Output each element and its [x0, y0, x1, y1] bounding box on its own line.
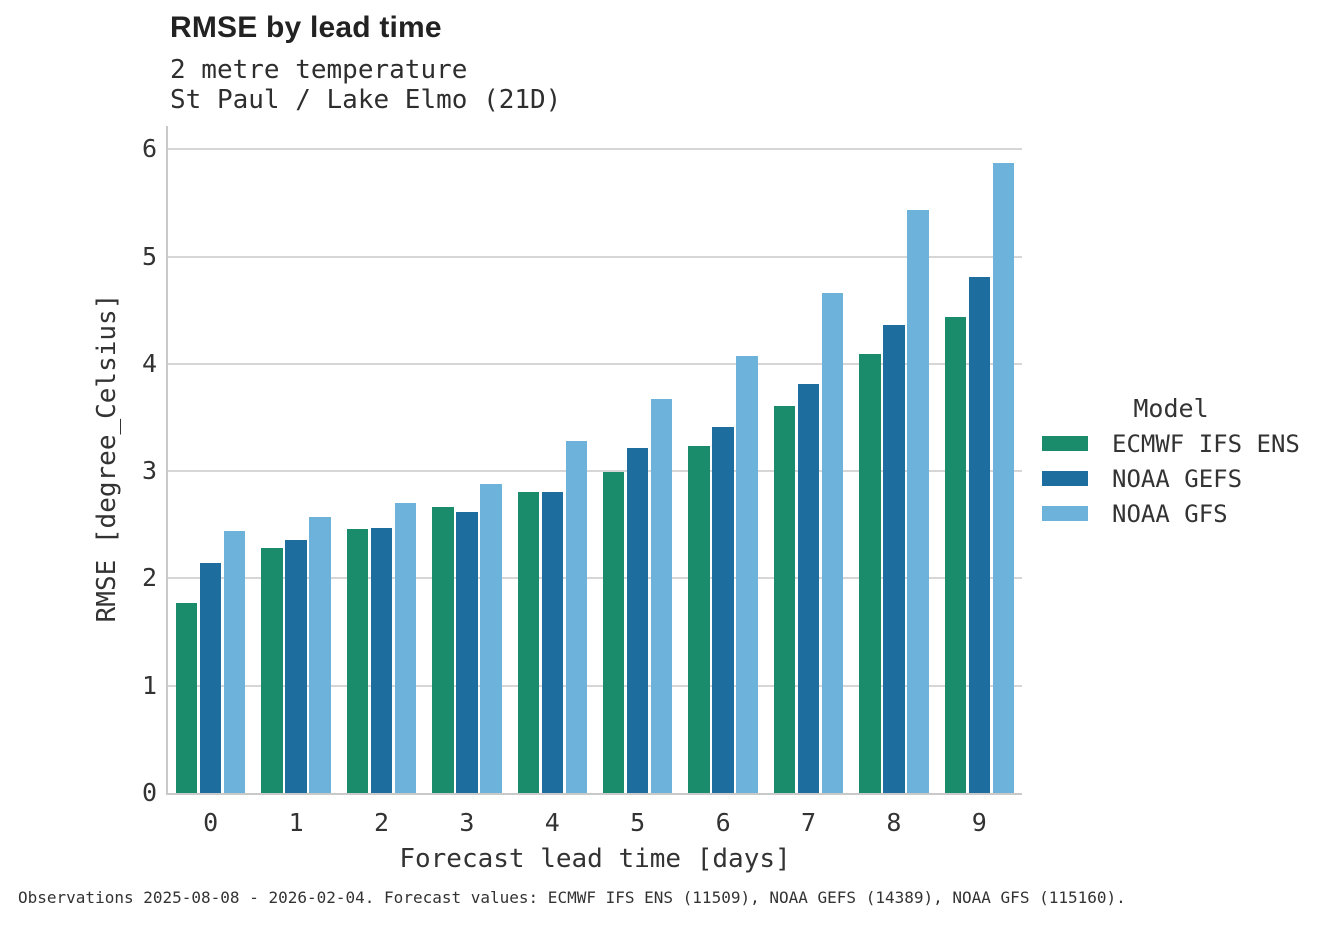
bar-ecmwf-ifs-ens-lead0: [175, 603, 198, 793]
bar-noaa-gefs-lead8: [883, 325, 905, 793]
title-block: RMSE by lead time 2 metre temperature St…: [170, 10, 561, 115]
bar-noaa-gefs-lead2: [370, 528, 393, 793]
legend-title: Model: [1133, 394, 1209, 423]
y-tick-label-2: 2: [141, 563, 157, 593]
bar-ecmwf-ifs-ens-lead1: [261, 548, 283, 793]
gridline-y3: [168, 470, 1022, 473]
bar-noaa-gfs-lead8: [907, 210, 929, 793]
bar-ecmwf-ifs-ens-lead8: [859, 354, 881, 793]
bar-noaa-gfs-lead4: [565, 441, 588, 793]
legend-item-ecmwf-ifs-ens: ECMWF IFS ENS: [1042, 426, 1300, 461]
bar-noaa-gefs-lead1: [285, 539, 307, 793]
y-tick-label-4: 4: [141, 348, 157, 378]
x-axis-title: Forecast lead time [days]: [399, 844, 791, 874]
legend-label: NOAA GFS: [1112, 499, 1228, 528]
x-tick-label-3: 3: [459, 808, 475, 837]
bar-noaa-gfs-lead6: [736, 356, 758, 793]
chart-subtitle-location: St Paul / Lake Elmo (21D): [170, 85, 562, 115]
legend-item-noaa-gefs: NOAA GEFS: [1042, 461, 1300, 496]
y-tick-label-6: 6: [141, 134, 157, 164]
x-tick-label-9: 9: [971, 808, 987, 837]
bar-noaa-gfs-lead1: [309, 517, 331, 793]
x-tick-label-4: 4: [544, 808, 560, 837]
legend-swatch-icon: [1042, 506, 1088, 521]
bar-ecmwf-ifs-ens-lead4: [517, 491, 540, 793]
bar-noaa-gefs-lead3: [456, 511, 478, 793]
x-tick-label-1: 1: [288, 808, 304, 837]
x-tick-label-8: 8: [886, 808, 902, 837]
gridline-y4: [168, 362, 1022, 365]
bar-noaa-gefs-lead6: [712, 427, 734, 793]
y-tick-label-1: 1: [141, 670, 157, 700]
bar-noaa-gefs-lead4: [541, 491, 564, 793]
bar-noaa-gefs-lead7: [797, 384, 820, 793]
gridline-y1: [168, 684, 1022, 687]
x-tick-label-7: 7: [800, 808, 817, 837]
bar-noaa-gfs-lead9: [992, 163, 1015, 793]
bar-noaa-gfs-lead7: [821, 293, 844, 793]
legend-item-noaa-gfs: NOAA GFS: [1042, 496, 1300, 531]
bar-ecmwf-ifs-ens-lead7: [773, 405, 796, 793]
x-tick-label-5: 5: [630, 808, 646, 837]
bar-ecmwf-ifs-ens-lead9: [944, 316, 967, 793]
bar-ecmwf-ifs-ens-lead5: [602, 472, 625, 793]
caption: Observations 2025-08-08 - 2026-02-04. Fo…: [18, 888, 1126, 907]
legend-swatch-icon: [1042, 471, 1088, 486]
y-tick-label-3: 3: [141, 456, 157, 486]
x-tick-label-2: 2: [373, 808, 390, 837]
plot-area: [166, 126, 1022, 795]
legend-label: NOAA GEFS: [1112, 464, 1243, 493]
bar-noaa-gefs-lead0: [199, 563, 222, 793]
bar-ecmwf-ifs-ens-lead2: [346, 529, 369, 793]
legend-items: ECMWF IFS ENS NOAA GEFS NOAA GFS: [1042, 426, 1300, 531]
x-tick-label-6: 6: [715, 808, 731, 837]
bar-noaa-gfs-lead3: [480, 484, 502, 793]
bar-noaa-gfs-lead5: [650, 399, 673, 793]
bar-noaa-gfs-lead2: [394, 503, 417, 793]
y-tick-label-0: 0: [141, 778, 157, 807]
gridline-y2: [168, 577, 1022, 580]
gridline-y6: [168, 148, 1022, 151]
legend-swatch-icon: [1042, 436, 1088, 451]
chart-subtitle-variable: 2 metre temperature: [170, 55, 468, 85]
legend-label: ECMWF IFS ENS: [1112, 429, 1300, 458]
bar-noaa-gefs-lead9: [968, 276, 991, 793]
legend: Model ECMWF IFS ENS NOAA GEFS NOAA GFS: [1042, 392, 1300, 531]
bar-ecmwf-ifs-ens-lead3: [432, 506, 454, 793]
bar-noaa-gfs-lead0: [223, 531, 246, 793]
bar-noaa-gefs-lead5: [626, 447, 649, 793]
y-tick-label-5: 5: [141, 241, 157, 271]
chart-title: RMSE by lead time: [170, 11, 442, 44]
gridline-y5: [168, 255, 1022, 258]
x-tick-label-0: 0: [203, 808, 219, 837]
bar-ecmwf-ifs-ens-lead6: [688, 446, 710, 793]
